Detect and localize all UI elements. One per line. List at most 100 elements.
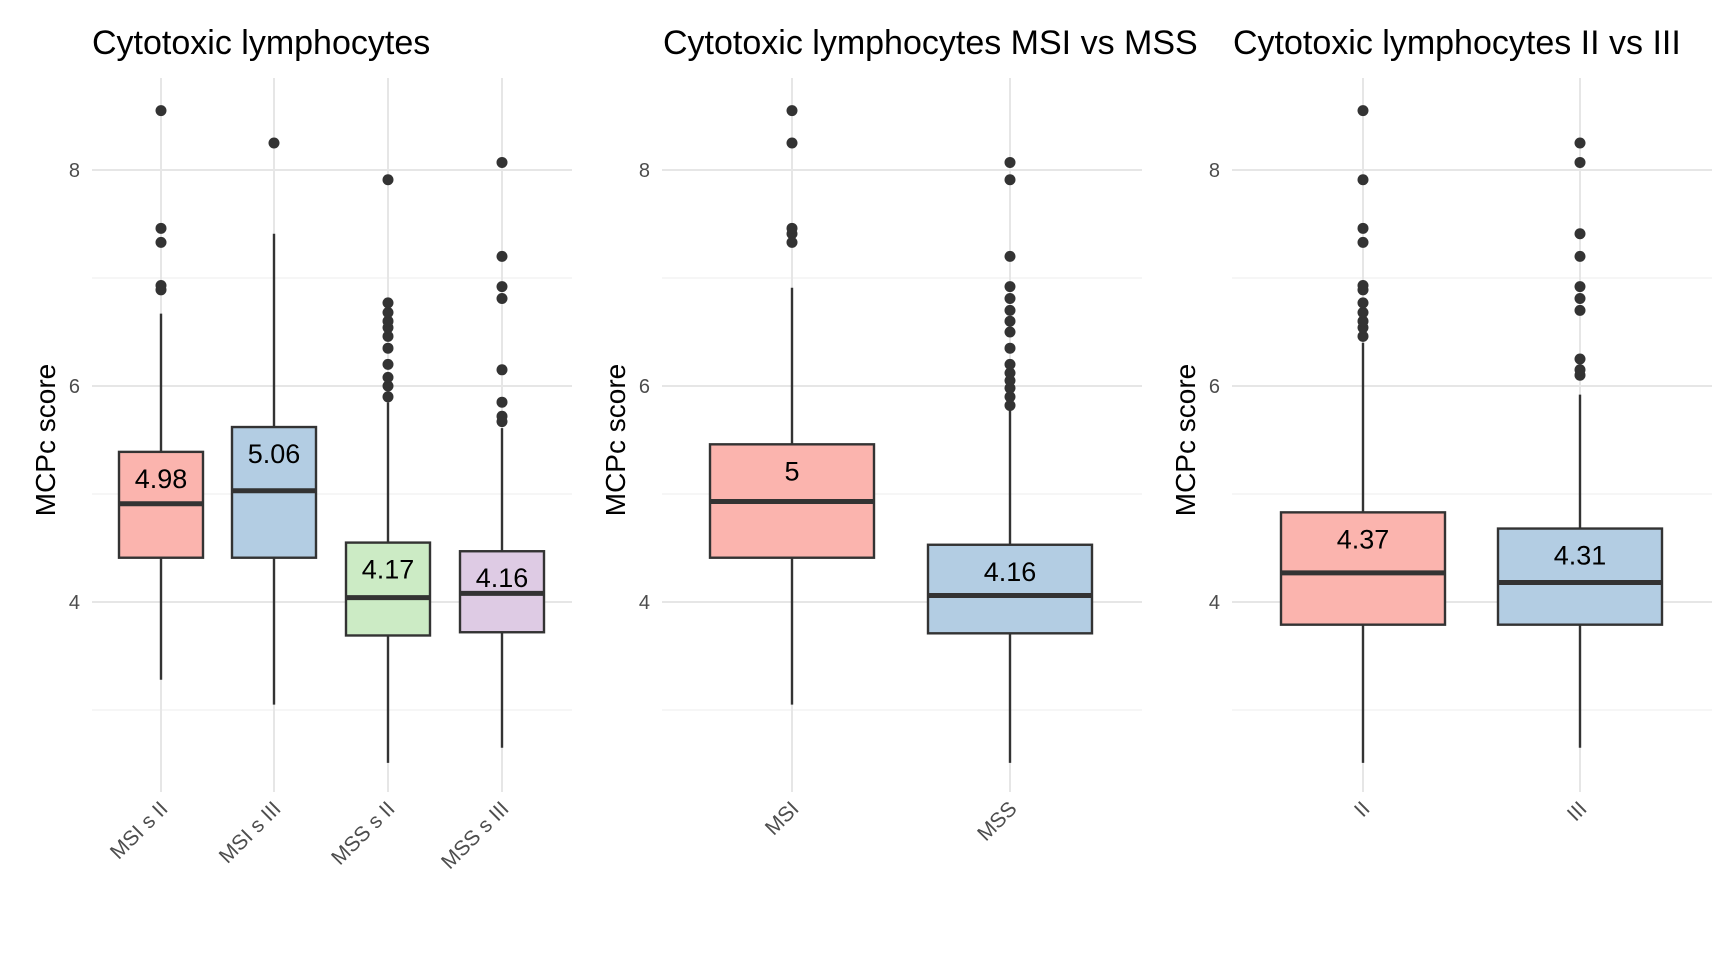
box-iqr [926, 543, 1094, 635]
box-iqr [1496, 527, 1664, 626]
outlier-point [1004, 358, 1016, 370]
y-tick-label: 4 [1209, 592, 1220, 614]
outlier-point [786, 222, 798, 234]
outlier-point [496, 293, 508, 305]
outlier-point [496, 364, 508, 376]
outlier-point [496, 396, 508, 408]
y-tick-label: 8 [69, 160, 80, 182]
median-value-label: 4.16 [476, 563, 529, 593]
outlier-point [1004, 156, 1016, 168]
median-value-label: 5.06 [248, 439, 301, 469]
outlier-point [1574, 156, 1586, 168]
outlier-point [1004, 281, 1016, 293]
outlier-point [382, 342, 394, 354]
x-tick-label: II [1350, 797, 1375, 822]
outlier-point [1574, 137, 1586, 149]
outlier-point [1357, 174, 1369, 186]
outlier-point [1004, 250, 1016, 262]
panel-title: Cytotoxic lymphocytes MSI vs MSS [663, 24, 1198, 62]
outlier-point [786, 105, 798, 117]
outlier-point [496, 250, 508, 262]
box-msi-s-ii: 4.98 [117, 105, 205, 680]
outlier-point [1004, 315, 1016, 327]
outlier-point [1574, 281, 1586, 293]
box-mss-s-ii: 4.17 [344, 174, 432, 763]
box-msi: 5 [708, 105, 876, 705]
median-value-label: 4.17 [362, 555, 415, 585]
x-tick-label: III [1563, 797, 1592, 826]
box-iqr [1279, 511, 1447, 626]
outlier-point [155, 280, 167, 292]
outlier-point [1357, 315, 1369, 327]
panel-title: Cytotoxic lymphocytes II vs III [1233, 24, 1681, 62]
outlier-point [382, 358, 394, 370]
outlier-point [1574, 293, 1586, 305]
y-axis-label: MCPc score [30, 364, 61, 516]
outlier-point [496, 156, 508, 168]
outlier-point [496, 410, 508, 422]
outlier-point [155, 222, 167, 234]
outlier-point [382, 307, 394, 319]
box-ii: 4.37 [1279, 105, 1447, 763]
outlier-point [1357, 222, 1369, 234]
outlier-point [382, 315, 394, 327]
median-value-label: 4.98 [135, 464, 188, 494]
outlier-point [382, 297, 394, 309]
outlier-point [382, 380, 394, 392]
outlier-point [1004, 375, 1016, 387]
box-mss: 4.16 [926, 156, 1094, 763]
box-iqr [344, 541, 432, 637]
outlier-point [1574, 353, 1586, 365]
y-tick-label: 4 [639, 592, 650, 614]
outlier-point [155, 105, 167, 117]
median-value-label: 4.37 [1337, 524, 1390, 554]
outlier-point [1004, 174, 1016, 186]
y-axis-label: MCPc score [600, 364, 631, 516]
outlier-point [1004, 326, 1016, 338]
outlier-point [786, 137, 798, 149]
y-tick-label: 6 [1209, 376, 1220, 398]
outlier-point [1357, 330, 1369, 342]
outlier-point [1357, 297, 1369, 309]
box-mss-s-iii: 4.16 [458, 156, 546, 748]
y-axis-label: MCPc score [1170, 364, 1201, 516]
outlier-point [268, 137, 280, 149]
outlier-point [1574, 228, 1586, 240]
outlier-point [1357, 105, 1369, 117]
median-value-label: 5 [784, 456, 799, 486]
median-value-label: 4.16 [984, 557, 1037, 587]
outlier-point [382, 330, 394, 342]
outlier-point [786, 236, 798, 248]
y-tick-label: 4 [69, 592, 80, 614]
y-tick-label: 6 [69, 376, 80, 398]
outlier-point [1357, 236, 1369, 248]
outlier-point [1574, 364, 1586, 376]
x-tick-label: MSI [761, 797, 804, 840]
outlier-point [496, 281, 508, 293]
x-tick-label: MSI s II [106, 797, 173, 864]
panel-3: 4 6 8 MCPc score Cytotoxic lymphocytes II vs… [1170, 24, 1712, 826]
outlier-point [1357, 280, 1369, 292]
panel-title: Cytotoxic lymphocytes [92, 24, 430, 62]
y-tick-label: 8 [1209, 160, 1220, 182]
y-tick-label: 8 [639, 160, 650, 182]
outlier-point [382, 391, 394, 403]
x-tick-label: MSS s II [327, 797, 399, 869]
outlier-point [155, 236, 167, 248]
outlier-point [1004, 367, 1016, 379]
x-tick-label: MSS s III [437, 797, 514, 874]
x-tick-label: MSS [973, 797, 1021, 845]
outlier-point [1357, 307, 1369, 319]
outlier-point [1004, 382, 1016, 394]
outlier-point [1004, 391, 1016, 403]
outlier-point [382, 371, 394, 383]
outlier-point [1004, 293, 1016, 305]
outlier-point [1004, 399, 1016, 411]
panel-2: 4 6 8 MCPc score Cytotoxic lymphocytes MSI v… [600, 24, 1198, 846]
panel-1: 4 6 8 MCPc score Cytotoxic lymphocytes 4.98 MS… [30, 24, 572, 874]
outlier-point [1004, 304, 1016, 316]
box-msi-s-iii: 5.06 [230, 137, 318, 705]
y-tick-label: 6 [639, 376, 650, 398]
x-tick-label: MSI s III [215, 797, 286, 868]
